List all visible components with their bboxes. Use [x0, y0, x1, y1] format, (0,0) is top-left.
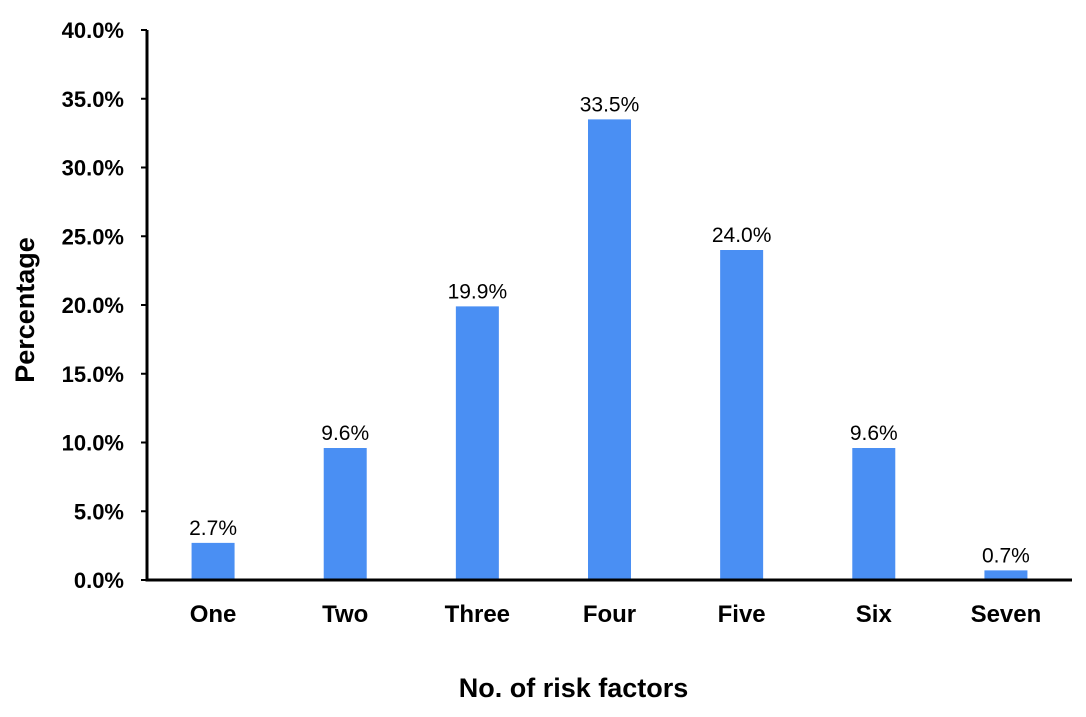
y-tick-label: 40.0% — [62, 18, 124, 43]
x-axis-category-labels: One Two Three Four Five Six Seven — [190, 601, 1042, 628]
y-tick-label: 20.0% — [62, 293, 124, 318]
x-category-label: Three — [445, 601, 510, 628]
y-tick-label: 15.0% — [62, 362, 124, 387]
y-axis-title: Percentage — [10, 237, 40, 383]
x-axis-title: No. of risk factors — [459, 673, 689, 703]
x-category-label: Four — [583, 601, 636, 628]
x-category-label: One — [190, 601, 237, 628]
x-category-label: Six — [856, 601, 893, 628]
y-tick-label: 30.0% — [62, 156, 124, 181]
data-labels: 2.7% 9.6% 19.9% 33.5% 24.0% 9.6% 0.7% — [189, 93, 1030, 567]
bar-value-label: 24.0% — [712, 224, 772, 247]
bar-value-label: 2.7% — [189, 517, 237, 540]
y-tick-label: 10.0% — [62, 431, 124, 456]
bar-value-label: 33.5% — [580, 93, 640, 116]
x-category-label: Two — [322, 601, 368, 628]
bar-value-label: 19.9% — [448, 280, 508, 303]
bar — [984, 570, 1028, 580]
bar-value-label: 9.6% — [850, 422, 898, 445]
y-tick-label: 0.0% — [74, 568, 124, 593]
bar — [323, 448, 367, 580]
x-category-label: Five — [718, 601, 766, 628]
y-axis-ticks: 0.0% 5.0% 10.0% 15.0% 20.0% 25.0% 30.0% 35.0% 40… — [62, 18, 147, 593]
bar — [720, 250, 764, 580]
bar — [455, 306, 499, 580]
bar-value-label: 9.6% — [321, 422, 369, 445]
y-tick-label: 35.0% — [62, 87, 124, 112]
bar — [191, 542, 235, 580]
bar — [852, 448, 896, 580]
x-category-label: Seven — [971, 601, 1042, 628]
bars — [191, 119, 1028, 580]
y-tick-label: 5.0% — [74, 499, 124, 524]
bar-value-label: 0.7% — [982, 544, 1030, 567]
bar — [588, 119, 631, 580]
y-tick-label: 25.0% — [62, 224, 124, 249]
